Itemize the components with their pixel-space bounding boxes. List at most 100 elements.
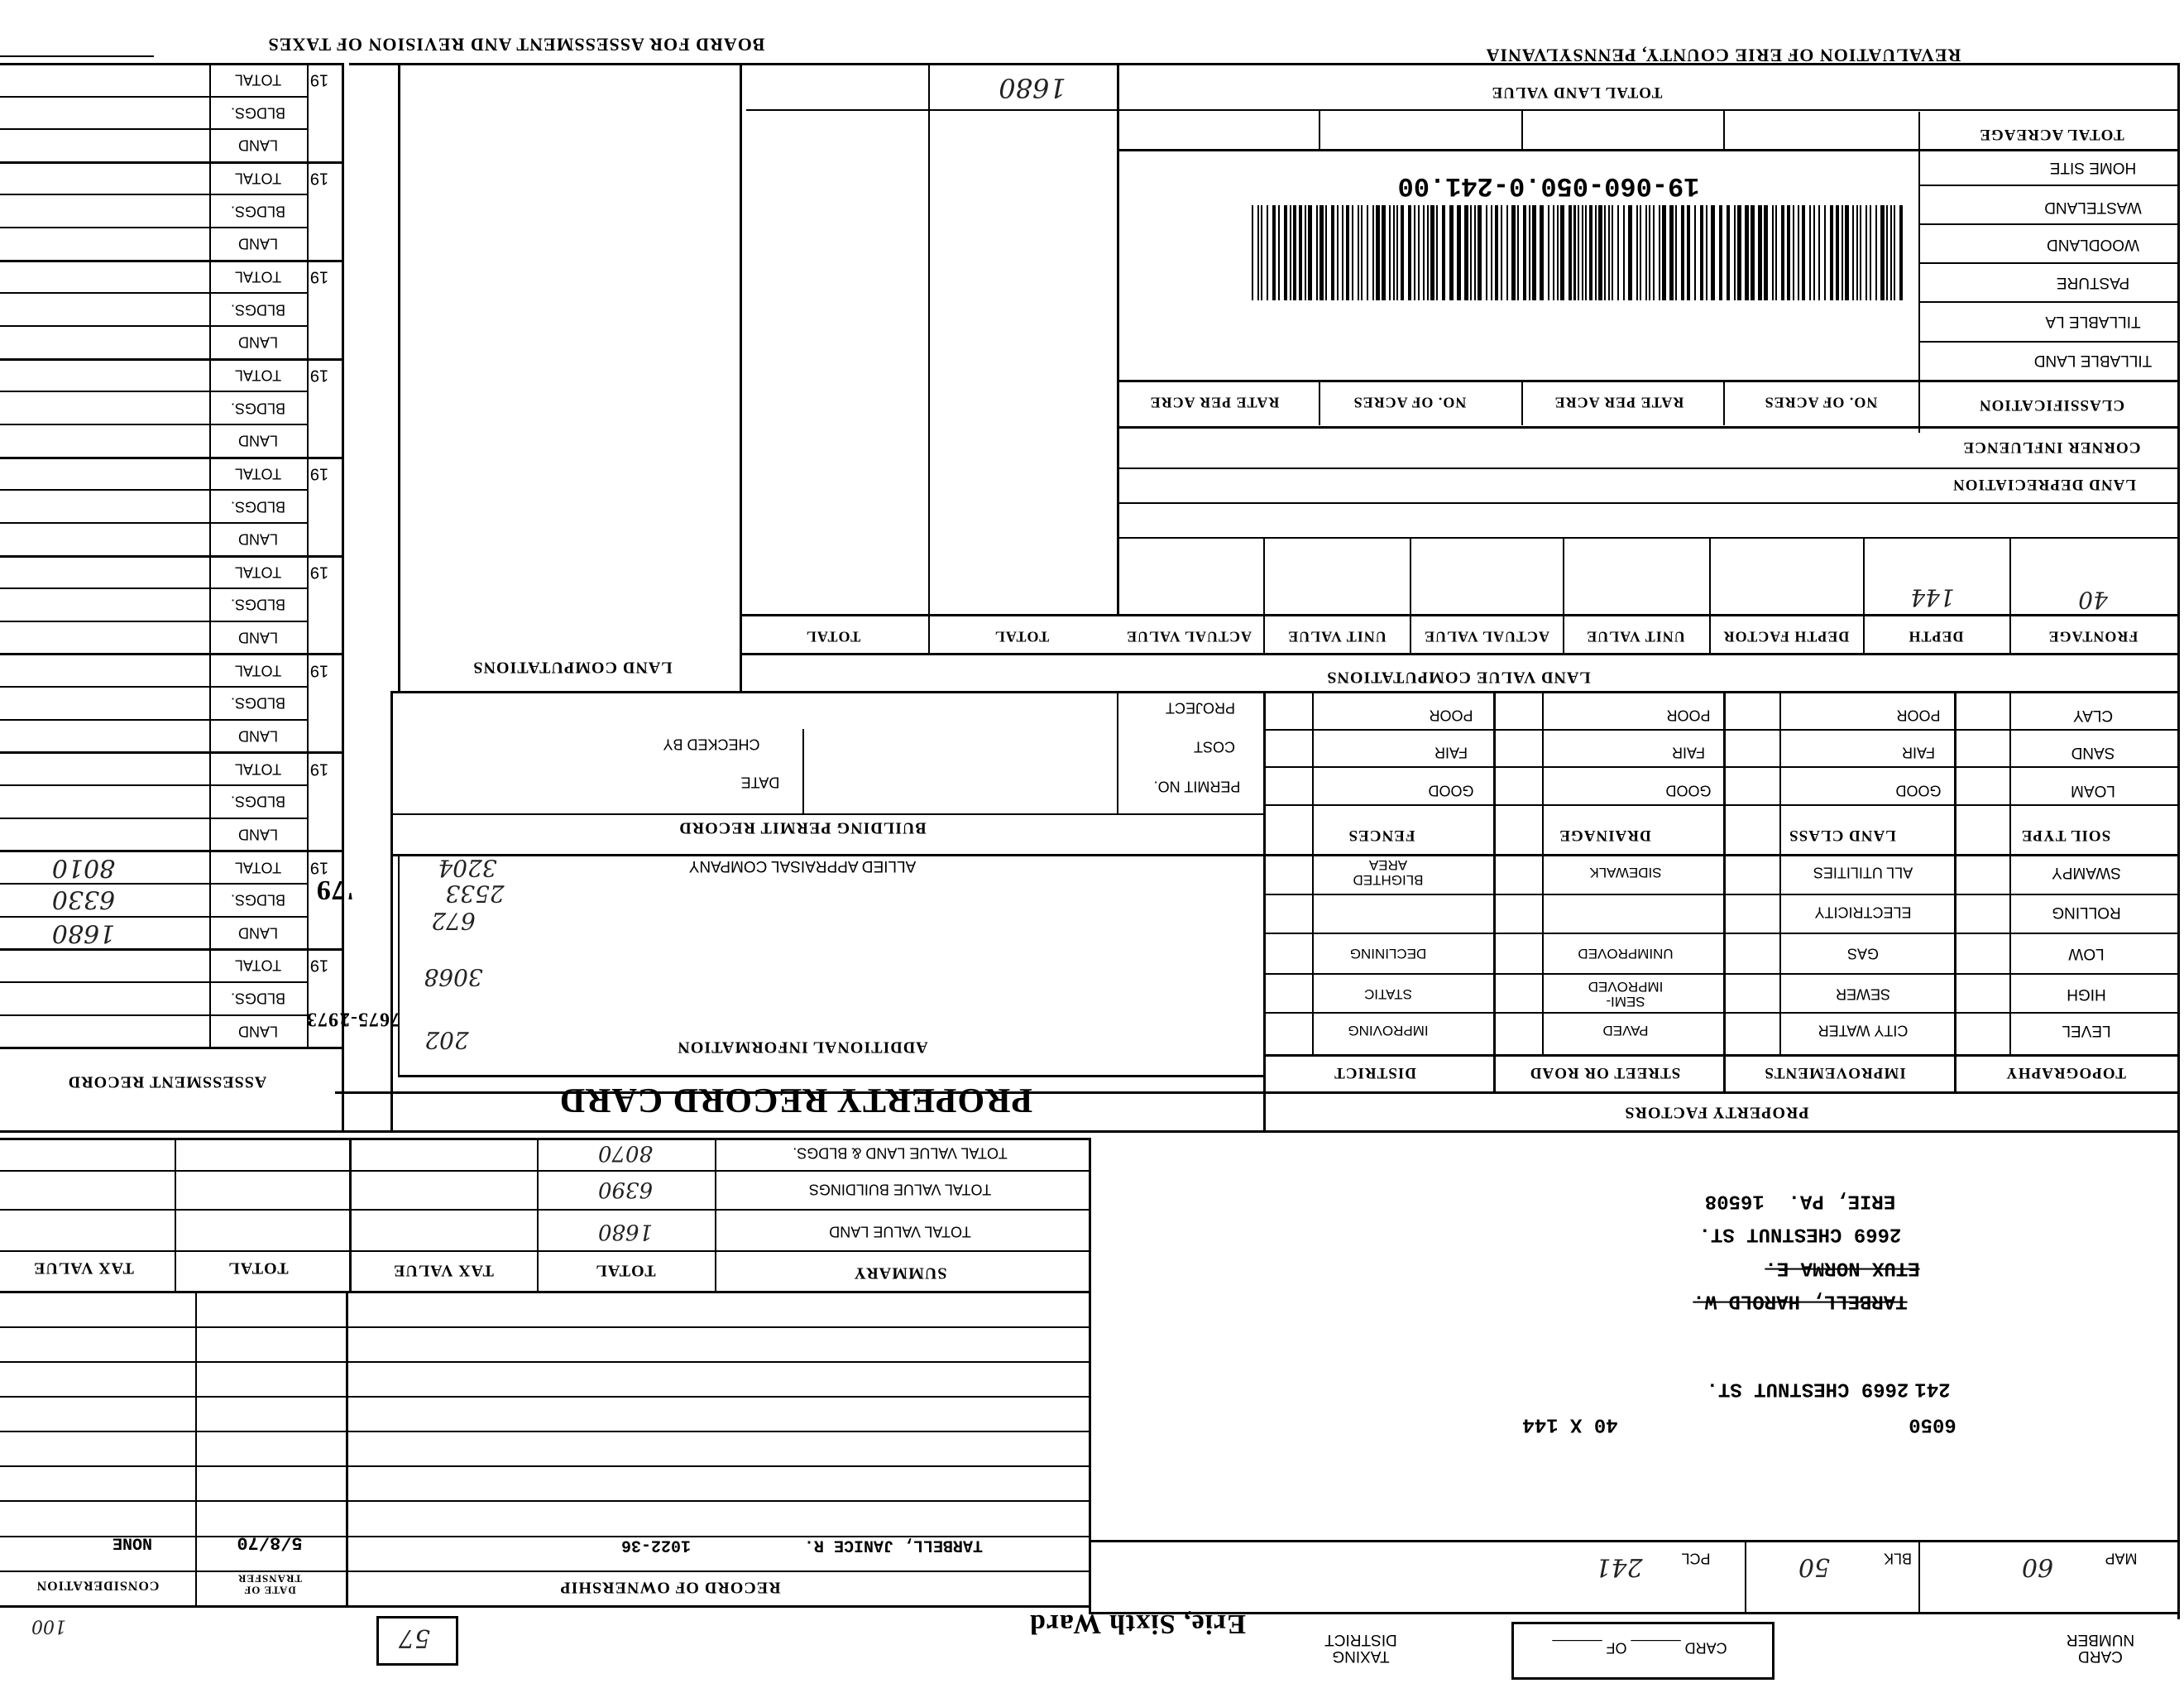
rule-line <box>1409 537 1411 654</box>
barcode-bar <box>1485 204 1487 300</box>
barcode-bar <box>1417 204 1420 300</box>
ward-code: 6050 <box>1909 1412 1957 1436</box>
parcel-id: 19-060-050.0-241.00 <box>1398 170 1700 202</box>
soil-column-head: DRAINAGE <box>1559 826 1651 844</box>
barcode-bar <box>1578 204 1580 300</box>
summary-tax-value-head: TAX VALUE <box>33 1259 135 1278</box>
rule-line <box>348 1137 352 1292</box>
rule-line <box>1116 379 2177 382</box>
assessment-row-label: LAND <box>238 235 279 252</box>
frontage-value: 40 <box>2078 587 2109 615</box>
rule-line <box>0 1130 2177 1134</box>
deed-book: 1022-36 <box>620 1535 691 1555</box>
barcode-bar <box>1491 204 1493 300</box>
barcode-bar <box>1809 204 1812 300</box>
assessment-row-label: BLDGS. <box>231 203 286 220</box>
rule-line <box>334 1091 2177 1095</box>
rule-line <box>209 325 308 328</box>
prior-owner: TARBELL, HAROLD W. <box>1693 1289 1908 1312</box>
barcode-bar <box>1829 204 1834 300</box>
year-prefix: 19 <box>310 858 329 877</box>
rule-line <box>209 489 308 492</box>
appraisal-company: ALLIED APPRAISAL COMPANY <box>688 856 917 875</box>
rule-line <box>209 686 308 688</box>
rating-option: FAIR <box>1902 744 1936 761</box>
barcode-bar <box>1612 204 1614 300</box>
rule-line <box>209 587 308 590</box>
rule-line <box>0 948 342 952</box>
rule-line <box>0 1360 1089 1363</box>
rule-line <box>209 391 308 393</box>
barcode-bar <box>1662 204 1666 300</box>
rule-line <box>397 62 400 691</box>
taxing-district-label: TAXING DISTRICT <box>1324 1630 1397 1665</box>
computation-column-head: UNIT VALUE <box>1586 628 1685 645</box>
rule-line <box>0 1014 210 1016</box>
rule-line <box>1262 766 2177 769</box>
rating-option: GOOD <box>1665 782 1712 799</box>
rule-line <box>1262 691 1266 1131</box>
barcode-bar <box>1267 204 1269 300</box>
rule-line <box>209 194 308 196</box>
rule-line <box>1918 1539 1921 1613</box>
rule-line <box>1953 691 1956 1092</box>
rule-line <box>0 915 210 918</box>
rule-line <box>209 423 308 425</box>
consideration-value: NONE <box>113 1532 153 1552</box>
rule-line <box>0 391 210 393</box>
rule-line <box>0 128 210 131</box>
depth-value: 144 <box>1910 583 1956 611</box>
rule-line <box>1262 972 2177 975</box>
rule-line <box>0 784 210 787</box>
rule-line <box>0 686 210 688</box>
rating-option: GOOD <box>1895 782 1942 799</box>
board-title: BOARD FOR ASSESSMENT AND REVISION OF TAX… <box>267 34 765 55</box>
barcode-bar <box>1473 204 1476 300</box>
rule-line <box>0 981 210 983</box>
barcode-bar <box>1272 204 1276 300</box>
barcode-bar <box>1522 204 1527 300</box>
summary-title: SUMMARY <box>853 1264 947 1283</box>
rule-line <box>1521 379 1523 426</box>
barcode-bar <box>1261 204 1263 300</box>
barcode-bar <box>1594 204 1597 300</box>
rule-line <box>1723 379 1726 426</box>
rule-line <box>209 227 308 229</box>
barcode-bar <box>1889 204 1892 300</box>
rating-option: FAIR <box>1672 744 1706 761</box>
barcode-bar <box>1426 204 1429 300</box>
barcode-bar <box>1835 204 1840 300</box>
rule-line <box>209 292 308 295</box>
rule-line <box>390 813 1263 816</box>
assessment-record-title: ASSESSMENT RECORD <box>68 1072 267 1091</box>
property-factor-head: IMPROVEMENTS <box>1764 1063 1906 1081</box>
barcode-bar <box>1361 204 1363 300</box>
barcode-bar <box>1257 204 1259 300</box>
rating-option: POOR <box>1429 707 1473 724</box>
barcode-bar <box>1304 204 1306 300</box>
barcode-bar <box>1252 204 1254 300</box>
rule-line <box>209 521 308 524</box>
land-value-computations-title: LAND VALUE COMPUTATIONS <box>1326 668 1591 687</box>
land-row-label: TILLABLE LAND <box>2034 352 2153 370</box>
computation-column-head: DEPTH FACTOR <box>1722 628 1850 645</box>
rule-line <box>1262 932 2177 934</box>
rule-line <box>209 981 308 983</box>
computation-column-head: FRONTAGE <box>2048 628 2138 645</box>
rule-line <box>1521 108 1523 150</box>
barcode-bar <box>1622 204 1625 300</box>
barcode-bar <box>1289 204 1291 300</box>
rule-line <box>0 1169 1089 1172</box>
barcode-bar <box>1392 204 1395 300</box>
project-label: PROJECT <box>1165 699 1235 717</box>
land-row-label: TILLABLE LA <box>2045 312 2141 330</box>
summary-value: 1680 <box>597 1219 653 1244</box>
assessment-row-label: LAND <box>238 727 279 745</box>
rule-line <box>2177 62 2180 1619</box>
barcode-bar <box>1792 204 1794 300</box>
year-prefix: 19 <box>310 267 329 286</box>
rule-line <box>1723 691 1727 1092</box>
summary-row-label: TOTAL VALUE BUILDINGS <box>808 1181 992 1198</box>
rule-line <box>0 1535 1089 1537</box>
